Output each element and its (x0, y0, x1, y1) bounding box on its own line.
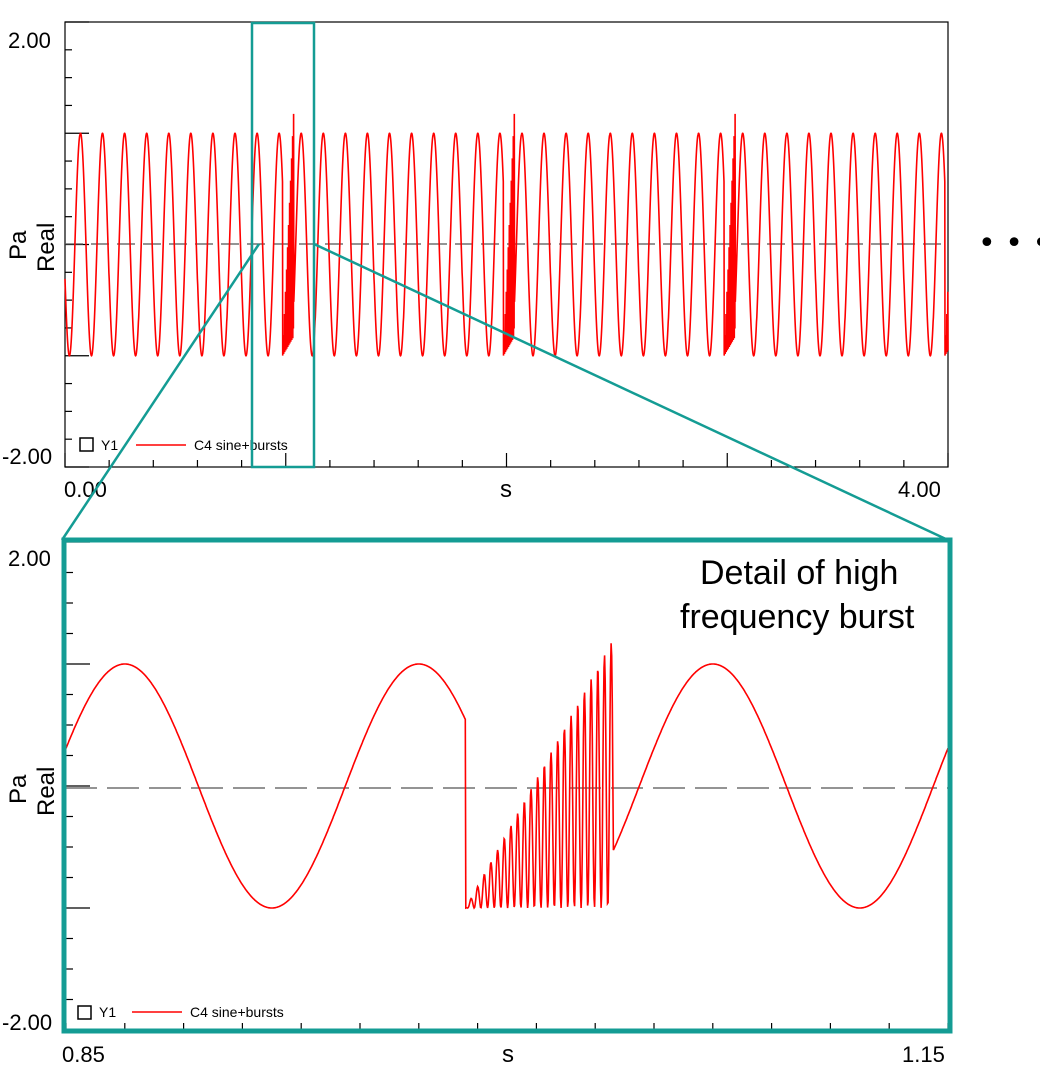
top-series-line (64, 113, 949, 357)
bottom-legend-box (77, 1005, 92, 1020)
top-ytick-min: -2.00 (2, 444, 52, 469)
bottom-ytick-max: 2.00 (8, 546, 51, 571)
zoom-connector-left (60, 243, 261, 541)
bottom-xtick-start: 0.85 (62, 1042, 105, 1067)
bottom-series-line (65, 643, 949, 910)
bottom-legend-box-label: Y1 (99, 1004, 116, 1020)
top-xlabel: s (500, 476, 512, 503)
bottom-chart: 2.00 -2.00 0.85 s 1.15 Pa Real Y1 C4 sin… (2, 537, 953, 1068)
bottom-ylabel-unit: Pa (5, 774, 32, 804)
detail-caption-line2: frequency burst (680, 598, 915, 636)
bottom-legend: Y1 C4 sine+bursts (77, 1004, 284, 1020)
bottom-ylabel-part: Real (33, 767, 60, 816)
top-legend: Y1 C4 sine+bursts (79, 437, 288, 453)
top-ylabel-unit: Pa (5, 230, 32, 260)
top-ylabel-part: Real (33, 223, 60, 272)
top-legend-series-label: C4 sine+bursts (194, 437, 288, 453)
detail-caption-line1: Detail of high (700, 554, 898, 592)
top-chart: 2.00 -2.00 0.00 s 4.00 Pa Real Y1 C4 sin… (2, 21, 949, 503)
bottom-xtick-end: 1.15 (902, 1042, 945, 1067)
bottom-xlabel: s (502, 1041, 514, 1068)
top-xtick-end: 4.00 (898, 477, 941, 502)
zoom-connector-right (313, 242, 949, 542)
top-legend-box (79, 437, 94, 452)
top-legend-box-label: Y1 (101, 437, 118, 453)
bottom-legend-series-label: C4 sine+bursts (190, 1004, 284, 1020)
ellipsis: • • • (978, 226, 1040, 261)
bottom-plot-frame (61, 537, 953, 1034)
bottom-ytick-min: -2.00 (2, 1010, 52, 1035)
top-ytick-max: 2.00 (8, 28, 51, 53)
